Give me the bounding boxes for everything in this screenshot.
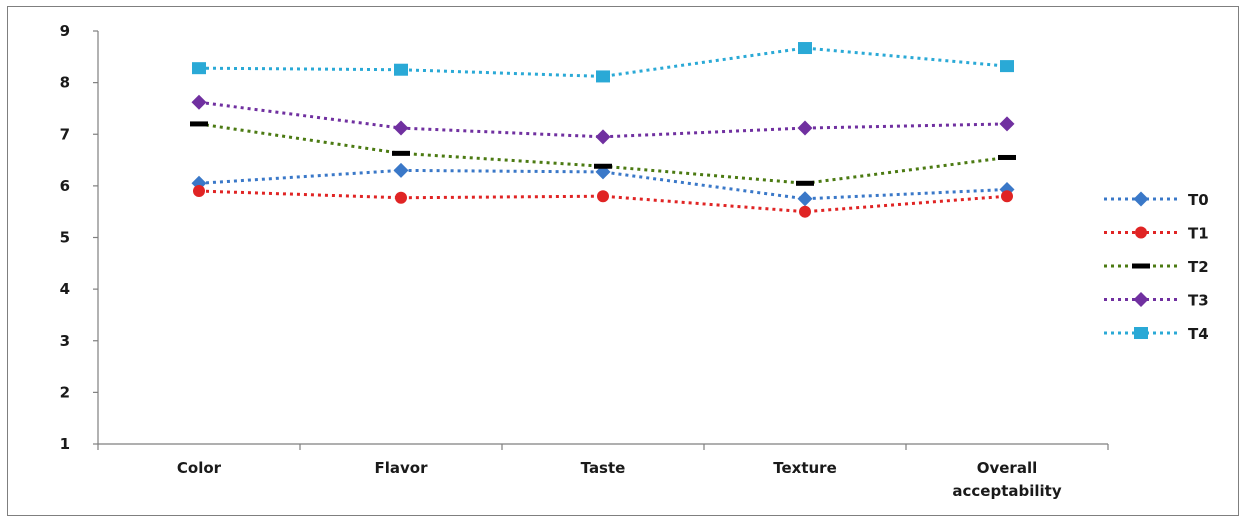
y-tick-label: 8	[60, 74, 70, 92]
data-point-circle-marker	[1001, 190, 1013, 203]
legend-entry-t4: T4	[1104, 325, 1209, 343]
data-point-diamond-marker	[595, 129, 611, 145]
x-tick-label: Flavor	[375, 459, 429, 477]
data-point-dash-marker	[796, 180, 814, 186]
data-point-diamond-marker	[191, 94, 207, 110]
legend-entry-t3: T3	[1104, 292, 1209, 310]
series-line	[198, 46, 1008, 78]
data-point-square-marker	[596, 70, 610, 83]
series-line	[198, 168, 1008, 201]
series-line	[198, 189, 1008, 214]
axes: 1 2 3 4 5 6 7 8 9 Color Flavor Taste Texture Overall a…	[60, 22, 1109, 500]
data-point-diamond-marker	[797, 191, 813, 207]
x-tick-label: Taste	[581, 459, 626, 477]
y-tick-label: 2	[60, 383, 70, 401]
data-point-circle-marker	[193, 185, 205, 198]
data-point-circle-marker	[799, 205, 811, 218]
series-t2	[190, 121, 1016, 186]
data-point-circle-marker	[597, 190, 609, 203]
legend-label: T4	[1188, 325, 1209, 343]
legend-diamond-marker	[1133, 191, 1149, 207]
legend-dash-marker	[1132, 263, 1150, 269]
legend-entry-t1: T1	[1104, 225, 1209, 243]
legend-diamond-marker	[1133, 292, 1149, 307]
y-tick-label: 3	[60, 332, 70, 350]
y-tick-label: 9	[60, 22, 70, 40]
data-point-diamond-marker	[393, 162, 409, 178]
series-t1	[193, 185, 1013, 218]
legend-label: T0	[1188, 191, 1209, 209]
legend-label: T1	[1188, 225, 1209, 243]
legend-square-marker	[1134, 327, 1148, 339]
x-tick-label: Overall acceptability	[952, 459, 1061, 500]
data-point-square-marker	[192, 62, 206, 75]
data-point-square-marker	[1000, 60, 1014, 73]
data-point-circle-marker	[395, 191, 407, 204]
data-point-dash-marker	[998, 154, 1016, 160]
legend: T0 T1 T2 T3 T4	[1104, 191, 1209, 343]
data-point-square-marker	[394, 63, 408, 76]
legend-label: T2	[1188, 258, 1209, 276]
data-point-dash-marker	[190, 121, 208, 127]
data-point-diamond-marker	[393, 120, 409, 136]
y-tick-label: 7	[60, 125, 70, 143]
data-point-dash-marker	[392, 150, 410, 156]
y-tick-label: 4	[60, 280, 70, 298]
series-t3	[191, 94, 1015, 145]
y-tick-label: 5	[60, 229, 70, 247]
y-tick-label: 6	[60, 177, 70, 195]
x-tick-label: Color	[177, 459, 222, 477]
legend-label: T3	[1188, 292, 1209, 310]
series-t4	[192, 42, 1014, 83]
legend-entry-t0: T0	[1104, 191, 1209, 209]
legend-circle-marker	[1135, 226, 1147, 239]
chart-area	[7, 6, 1239, 516]
y-tick-label: 1	[60, 435, 70, 453]
series-line	[198, 100, 1008, 139]
data-point-dash-marker	[594, 163, 612, 169]
plot-series	[190, 42, 1016, 218]
data-point-diamond-marker	[797, 120, 813, 136]
data-point-diamond-marker	[999, 116, 1015, 132]
data-point-square-marker	[798, 42, 812, 55]
x-tick-label: Texture	[773, 459, 837, 477]
legend-entry-t2: T2	[1104, 258, 1209, 276]
